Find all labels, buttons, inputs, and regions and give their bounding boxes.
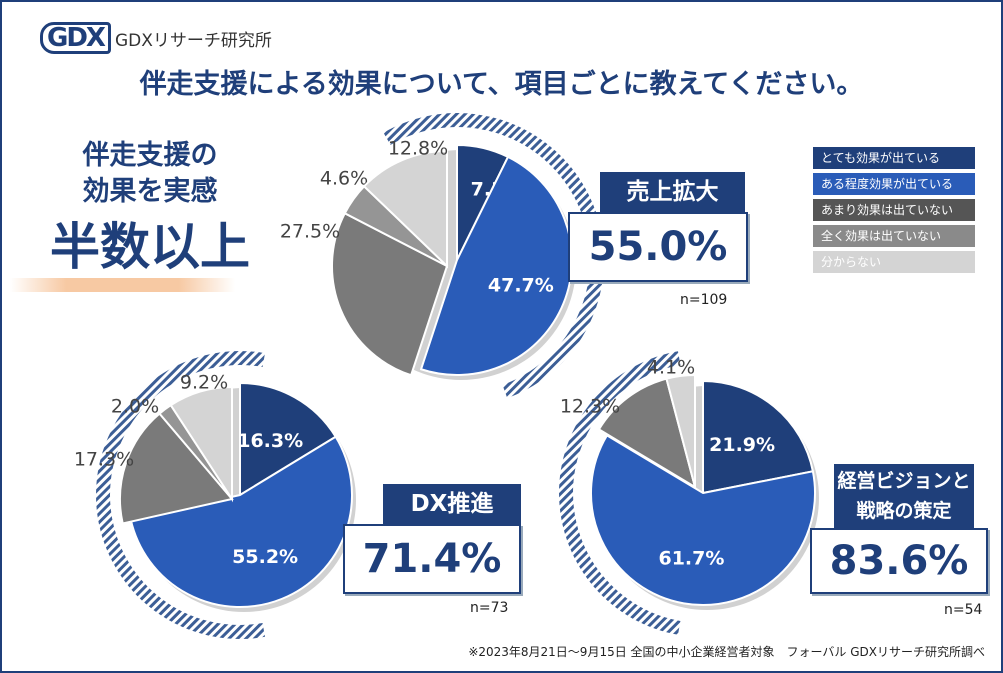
chart2-label-2: 55.2% bbox=[232, 546, 298, 568]
legend-item-unknown: 分からない bbox=[813, 251, 975, 273]
chart2-label-1: 16.3% bbox=[237, 430, 303, 452]
chart2-label-5: 9.2% bbox=[180, 372, 228, 394]
chart1-label-5: 12.8% bbox=[388, 138, 448, 160]
chart3-n: n=54 bbox=[944, 602, 982, 618]
footnote: ※2023年8月21日～9月15日 全国の中小企業経営者対象 フォーバル GDX… bbox=[468, 643, 985, 660]
legend-item-very-effective: とても効果が出ている bbox=[813, 147, 975, 169]
chart3-label-3: 12.3% bbox=[560, 396, 620, 418]
chart2-n: n=73 bbox=[470, 600, 508, 616]
chart2-label-4: 2.0% bbox=[111, 396, 159, 418]
legend-item-somewhat-effective: ある程度効果が出ている bbox=[813, 173, 975, 195]
legend: とても効果が出ている ある程度効果が出ている あまり効果は出ていない 全く効果は… bbox=[813, 147, 975, 277]
chart1-label-3: 27.5% bbox=[280, 221, 340, 243]
chart1-label-4: 4.6% bbox=[320, 168, 368, 190]
chart2-label-3: 17.3% bbox=[74, 449, 134, 471]
legend-item-none: 全く効果は出ていない bbox=[813, 225, 975, 247]
chart2-highlight-box: 71.4% bbox=[343, 524, 521, 594]
chart3-title-box: 経営ビジョンと戦略の策定 bbox=[834, 464, 974, 528]
chart3-label-5: 4.1% bbox=[647, 357, 695, 379]
chart1-title-box: 売上拡大 bbox=[600, 172, 745, 212]
chart3-label-2: 61.7% bbox=[658, 548, 724, 570]
chart3-highlight-box: 83.6% bbox=[810, 528, 988, 594]
chart2-title-box: DX推進 bbox=[383, 484, 521, 524]
chart3-label-1: 21.9% bbox=[709, 434, 775, 456]
legend-item-not-much: あまり効果は出ていない bbox=[813, 199, 975, 221]
chart1-n: n=109 bbox=[680, 292, 727, 308]
chart1-highlight-box: 55.0% bbox=[568, 212, 748, 282]
chart1-label-2: 47.7% bbox=[488, 275, 554, 297]
